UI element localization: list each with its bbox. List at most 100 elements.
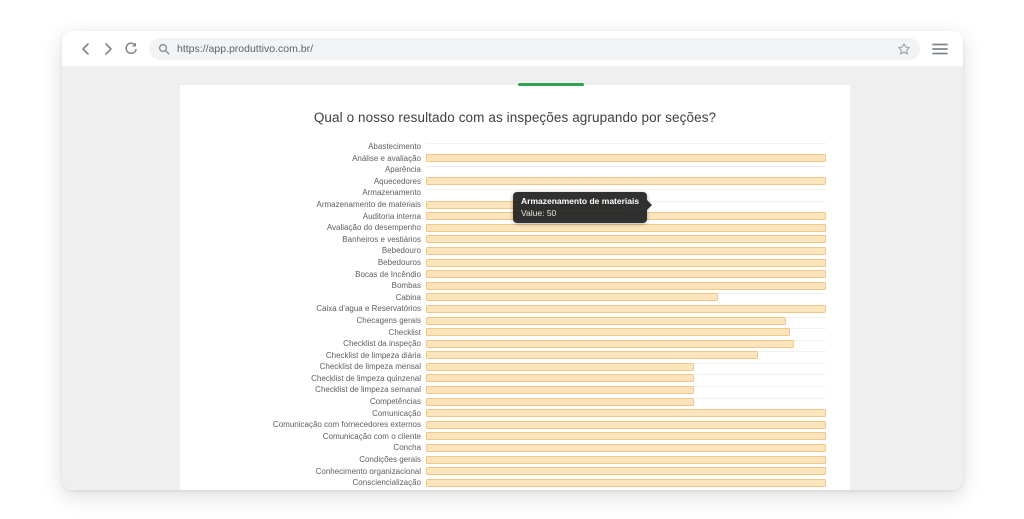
category-label: Avaliação do desempenho bbox=[326, 223, 421, 233]
category-label: Comunicação bbox=[372, 408, 421, 418]
chart-row: Checklist da inspeção bbox=[180, 338, 850, 350]
chart-row: Comunicação com fornecedores externos bbox=[180, 419, 850, 431]
chart-row: Checagens gerais bbox=[180, 315, 850, 327]
bar[interactable] bbox=[426, 432, 826, 441]
bar[interactable] bbox=[426, 281, 826, 290]
category-label: Análise e avaliação bbox=[352, 153, 421, 163]
address-bar[interactable]: https://app.produttivo.com.br/ bbox=[149, 37, 920, 60]
bar[interactable] bbox=[426, 304, 826, 313]
category-label: Concha bbox=[393, 443, 421, 453]
bar[interactable] bbox=[426, 235, 826, 244]
category-label: Checagens gerais bbox=[356, 315, 421, 325]
category-label: Checklist de limpeza semanal bbox=[315, 385, 421, 395]
category-label: Cabina bbox=[395, 292, 421, 302]
tooltip-value: Value: 50 bbox=[521, 208, 557, 218]
bar-track bbox=[426, 466, 826, 478]
bar-track bbox=[426, 419, 826, 431]
category-label: Consciencialização bbox=[352, 478, 421, 488]
bar-track bbox=[426, 442, 826, 454]
category-label: Bombas bbox=[391, 281, 421, 291]
bar[interactable] bbox=[426, 397, 694, 406]
chart-row: Conhecimento organizacional bbox=[180, 466, 850, 478]
chart-row: Concha bbox=[180, 442, 850, 454]
url-input[interactable]: https://app.produttivo.com.br/ bbox=[177, 42, 313, 55]
bar-track bbox=[426, 187, 826, 199]
bar-track bbox=[426, 431, 826, 443]
row-gridline bbox=[426, 165, 826, 167]
tooltip-title: Armazenamento de materiais bbox=[521, 196, 640, 206]
bar-track bbox=[426, 454, 826, 466]
search-icon bbox=[158, 43, 170, 55]
bar-track bbox=[426, 315, 826, 327]
bar[interactable] bbox=[426, 223, 826, 232]
bar-track bbox=[426, 257, 826, 269]
category-label: Competências bbox=[369, 397, 421, 407]
row-gridline bbox=[426, 188, 826, 190]
bar[interactable] bbox=[426, 339, 794, 348]
bar[interactable] bbox=[426, 177, 826, 186]
bar[interactable] bbox=[426, 467, 826, 476]
chart-row: Checklist de limpeza semanal bbox=[180, 384, 850, 396]
category-label: Armazenamento de materiais bbox=[316, 199, 422, 209]
chart-row: Comunicação bbox=[180, 408, 850, 420]
bar[interactable] bbox=[426, 154, 826, 163]
chart-row: Armazenamento bbox=[180, 187, 850, 199]
bar[interactable] bbox=[426, 351, 758, 360]
bar-track bbox=[426, 292, 826, 304]
bar[interactable] bbox=[426, 374, 694, 383]
bar[interactable] bbox=[426, 455, 826, 464]
category-label: Caixa d'agua e Reservatórios bbox=[316, 304, 421, 314]
chart-row: Consciencialização bbox=[180, 477, 850, 489]
chart-row: Checklist de limpeza diária bbox=[180, 350, 850, 362]
chart-row: Competências bbox=[180, 396, 850, 408]
chart-row: Bebedouros bbox=[180, 257, 850, 269]
category-label: Aquecedores bbox=[373, 176, 421, 186]
bar[interactable] bbox=[426, 386, 694, 395]
bar[interactable] bbox=[426, 478, 826, 487]
bar[interactable] bbox=[426, 362, 694, 371]
chart-row: Bombas bbox=[180, 280, 850, 292]
chart-row: Comunicação com o cliente bbox=[180, 431, 850, 443]
category-label: Comunicação com o cliente bbox=[322, 431, 421, 441]
bar-track bbox=[426, 280, 826, 292]
bar-track bbox=[426, 327, 826, 339]
bar[interactable] bbox=[426, 246, 826, 255]
bar-track bbox=[426, 396, 826, 408]
bar[interactable] bbox=[426, 328, 790, 337]
bar-track bbox=[426, 153, 826, 165]
category-label: Checklist de limpeza quinzenal bbox=[311, 373, 421, 383]
bar[interactable] bbox=[426, 420, 826, 429]
chart-row: Checklist de limpeza quinzenal bbox=[180, 373, 850, 385]
back-icon[interactable] bbox=[75, 38, 97, 60]
bar[interactable] bbox=[426, 316, 786, 325]
menu-icon[interactable] bbox=[930, 39, 950, 59]
category-label: Armazenamento bbox=[362, 188, 421, 198]
bar[interactable] bbox=[426, 270, 826, 279]
chart-row: Avaliação do desempenho bbox=[180, 222, 850, 234]
chart-row: Caixa d'agua e Reservatórios bbox=[180, 303, 850, 315]
chart-row: Aquecedores bbox=[180, 176, 850, 188]
reload-icon[interactable] bbox=[119, 38, 141, 60]
bar-track bbox=[426, 477, 826, 489]
category-label: Bebedouros bbox=[377, 257, 421, 267]
forward-icon[interactable] bbox=[97, 38, 119, 60]
bar-track bbox=[426, 222, 826, 234]
category-label: Bocas de Incêndio bbox=[355, 269, 421, 279]
bookmark-star-icon[interactable] bbox=[897, 42, 911, 56]
category-label: Bebedouro bbox=[381, 246, 421, 256]
carousel-indicator bbox=[518, 83, 584, 86]
chart-row: Análise e avaliação bbox=[180, 153, 850, 165]
category-label: Checklist de limpeza mensal bbox=[319, 362, 421, 372]
bar-track bbox=[426, 408, 826, 420]
chart-row: Bocas de Incêndio bbox=[180, 269, 850, 281]
category-label: Checklist de limpeza diária bbox=[325, 350, 421, 360]
chart-row: Bebedouro bbox=[180, 245, 850, 257]
category-label: Abastecimento bbox=[368, 142, 421, 151]
bar[interactable] bbox=[426, 258, 826, 267]
bar[interactable] bbox=[426, 409, 826, 418]
bar-track bbox=[426, 164, 826, 176]
bar[interactable] bbox=[426, 444, 826, 453]
chart-title: Qual o nosso resultado com as inspeções … bbox=[313, 110, 717, 125]
bar[interactable] bbox=[426, 293, 718, 302]
